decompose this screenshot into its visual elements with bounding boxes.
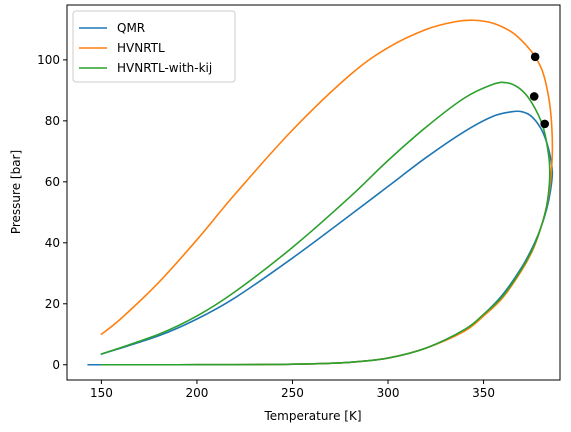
y-axis-ticks: 0 20 40 60 80 100 bbox=[37, 53, 67, 372]
y-tick-label: 20 bbox=[45, 297, 60, 311]
x-axis-label: Temperature [K] bbox=[263, 409, 361, 423]
series-layer bbox=[87, 19, 554, 366]
y-tick-label: 0 bbox=[52, 358, 60, 372]
y-tick-label: 60 bbox=[45, 175, 60, 189]
x-axis-ticks: 150 200 250 300 350 bbox=[90, 380, 495, 400]
marker-point-3 bbox=[540, 119, 550, 129]
legend-label-1: QMR bbox=[117, 21, 145, 35]
legend-label-3: HVNRTL-with-kij bbox=[117, 61, 212, 75]
x-tick-label: 200 bbox=[185, 386, 208, 400]
marker-layer bbox=[529, 52, 550, 129]
y-tick-label: 80 bbox=[45, 114, 60, 128]
legend-label-2: HVNRTL bbox=[117, 41, 165, 55]
x-tick-label: 300 bbox=[377, 386, 400, 400]
x-tick-label: 350 bbox=[472, 386, 495, 400]
y-tick-label: 100 bbox=[37, 53, 60, 67]
legend-box bbox=[72, 10, 236, 83]
series-line-3 bbox=[100, 81, 551, 366]
marker-point-2 bbox=[529, 92, 539, 101]
y-axis-label: Pressure [bar] bbox=[9, 150, 23, 234]
plot-border bbox=[66, 4, 561, 381]
x-tick-label: 150 bbox=[90, 386, 113, 400]
x-tick-label: 250 bbox=[281, 386, 304, 400]
legend: QMR HVNRTL HVNRTL-with-kij bbox=[72, 10, 236, 83]
y-tick-label: 40 bbox=[45, 236, 60, 250]
marker-point-1 bbox=[530, 52, 540, 62]
